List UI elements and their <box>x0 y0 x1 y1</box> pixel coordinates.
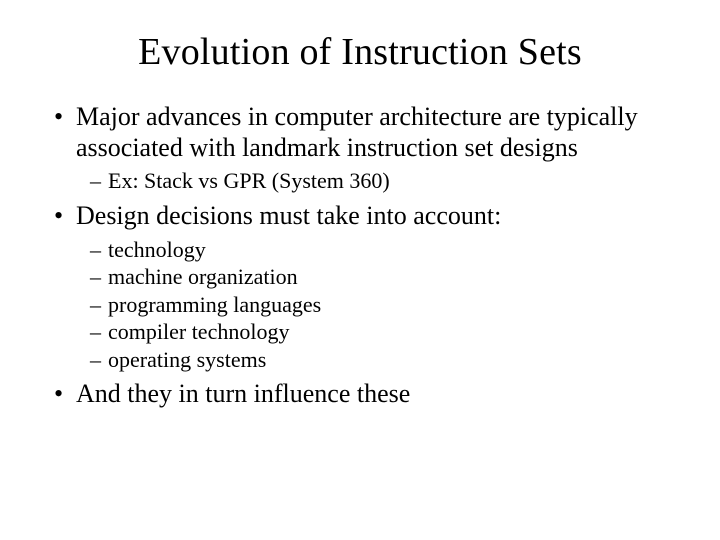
bullet-item: And they in turn influence these <box>50 379 670 410</box>
bullet-text: And they in turn influence these <box>76 379 410 408</box>
sub-bullet-item: Ex: Stack vs GPR (System 360) <box>90 167 670 195</box>
bullet-item: Major advances in computer architecture … <box>50 102 670 195</box>
sub-bullet-text: machine organization <box>108 264 298 289</box>
bullet-item: Design decisions must take into account:… <box>50 201 670 373</box>
sub-bullet-item: compiler technology <box>90 318 670 346</box>
bullet-list: Major advances in computer architecture … <box>50 102 670 410</box>
slide: Evolution of Instruction Sets Major adva… <box>0 0 720 540</box>
sub-bullet-text: operating systems <box>108 347 266 372</box>
bullet-text: Design decisions must take into account: <box>76 201 501 230</box>
sub-bullet-item: machine organization <box>90 263 670 291</box>
slide-title: Evolution of Instruction Sets <box>50 30 670 74</box>
sub-bullet-item: operating systems <box>90 346 670 374</box>
sub-bullet-item: technology <box>90 236 670 264</box>
sub-bullet-list: technology machine organization programm… <box>90 236 670 374</box>
sub-bullet-item: programming languages <box>90 291 670 319</box>
sub-bullet-text: programming languages <box>108 292 321 317</box>
bullet-text: Major advances in computer architecture … <box>76 102 638 162</box>
sub-bullet-text: Ex: Stack vs GPR (System 360) <box>108 168 390 193</box>
sub-bullet-text: compiler technology <box>108 319 289 344</box>
sub-bullet-list: Ex: Stack vs GPR (System 360) <box>90 167 670 195</box>
sub-bullet-text: technology <box>108 237 206 262</box>
